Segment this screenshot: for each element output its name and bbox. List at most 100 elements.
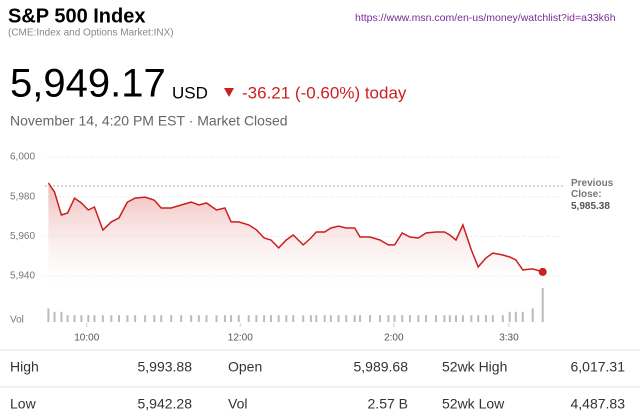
volume-bar	[425, 315, 428, 322]
volume-bar	[461, 315, 464, 322]
volume-bar	[309, 315, 312, 322]
volume-bar	[101, 315, 104, 322]
volume-bar	[263, 315, 266, 322]
volume-bar	[359, 315, 362, 322]
volume-bar	[80, 315, 83, 322]
volume-bar	[345, 315, 348, 322]
stat-value: 4,487.83	[571, 396, 626, 412]
stat-value: 2.57 B	[368, 396, 408, 412]
volume-bar	[118, 315, 120, 322]
volume-bar	[435, 315, 438, 322]
volume-bar	[353, 315, 356, 322]
volume-bar	[470, 315, 473, 322]
y-tick-label: 5,980	[10, 191, 35, 202]
stat-label: Vol	[228, 396, 247, 412]
previous-close-value: 5,985.38	[571, 201, 610, 212]
price-line	[47, 182, 543, 273]
volume-bar	[491, 315, 494, 322]
title: S&P 500 Index	[8, 5, 145, 27]
volume-bar	[269, 315, 272, 322]
volume-bar	[501, 315, 504, 322]
volume-bar	[329, 315, 332, 322]
volume-bar	[144, 315, 147, 322]
volume-bar	[73, 315, 76, 322]
volume-bar	[454, 315, 457, 322]
volume-bar	[417, 315, 420, 322]
volume-bar	[387, 315, 390, 322]
volume-bar	[541, 288, 544, 322]
volume-bar	[393, 315, 396, 322]
volume-bar	[531, 308, 534, 322]
volume-bar	[223, 315, 226, 322]
price: 5,949.17	[10, 62, 166, 106]
volume-bar	[153, 315, 156, 322]
volume-bar	[247, 315, 250, 322]
volume-bar	[337, 315, 340, 322]
volume-bar	[315, 315, 318, 322]
volume-bar	[197, 315, 200, 322]
volume-bar	[237, 315, 240, 322]
stat-label: Open	[228, 359, 262, 375]
volume-bar	[285, 315, 288, 322]
volume-bar	[60, 311, 63, 322]
volume-bar	[521, 311, 524, 322]
volume-bar	[134, 315, 137, 322]
area-fill	[48, 183, 543, 286]
volume-bar	[66, 315, 69, 322]
stat-value: 5,942.28	[138, 396, 193, 412]
stat-value: 5,993.88	[138, 359, 193, 375]
volume-bar	[443, 315, 446, 322]
volume-bar	[47, 308, 50, 322]
volume-bar	[477, 315, 480, 322]
x-tick-label: 2:00	[384, 333, 404, 344]
volume-bar	[205, 315, 208, 322]
volume-bar	[302, 315, 305, 322]
volume-bar	[160, 315, 163, 322]
volume-bar	[255, 315, 258, 322]
y-tick-label: 5,940	[10, 271, 35, 282]
stat-label: Low	[10, 396, 37, 412]
volume-bar	[93, 315, 96, 322]
y-tick-label: 6,000	[10, 152, 35, 163]
change: -36.21 (-0.60%) today	[242, 83, 407, 102]
down-arrow	[224, 88, 234, 97]
last-point	[538, 267, 547, 276]
stat-value: 5,989.68	[354, 359, 409, 375]
volume-bar	[408, 315, 411, 322]
timestamp: November 14, 4:20 PM EST · Market Closed	[10, 113, 288, 129]
stat-value: 6,017.31	[571, 359, 626, 375]
x-tick-label: 3:30	[499, 333, 519, 344]
volume-bar	[87, 315, 90, 322]
volume-bar	[401, 315, 404, 322]
volume-bar	[292, 315, 295, 322]
stat-label: 52wk High	[442, 359, 507, 375]
volume-bar	[369, 315, 372, 322]
currency: USD	[172, 83, 208, 102]
volume-bar	[448, 315, 451, 322]
volume-bar	[514, 311, 517, 322]
stat-label: 52wk Low	[442, 396, 505, 412]
volume-bar	[323, 315, 326, 322]
volume-bar	[126, 315, 129, 322]
volume-bar	[484, 315, 487, 322]
stat-label: High	[10, 359, 39, 375]
volume-bar	[230, 315, 233, 322]
volume-bar	[378, 315, 381, 322]
volume-bar	[170, 315, 173, 322]
volume-bar	[180, 315, 183, 322]
volume-bar	[277, 315, 280, 322]
x-tick-label: 10:00	[74, 333, 99, 344]
volume-bar	[215, 315, 218, 322]
volume-bar	[508, 311, 511, 322]
url: https://www.msn.com/en-us/money/watchlis…	[355, 12, 616, 24]
x-tick-label: 12:00	[228, 333, 253, 344]
volume-bar	[190, 315, 193, 322]
volume-label: Vol	[10, 315, 24, 326]
subtitle: (CME:Index and Options Market:INX)	[8, 28, 174, 39]
previous-close-label: Previous Close:	[571, 178, 614, 200]
volume-bar	[53, 311, 56, 322]
volume-bar	[110, 315, 113, 322]
y-tick-label: 5,960	[10, 231, 35, 242]
